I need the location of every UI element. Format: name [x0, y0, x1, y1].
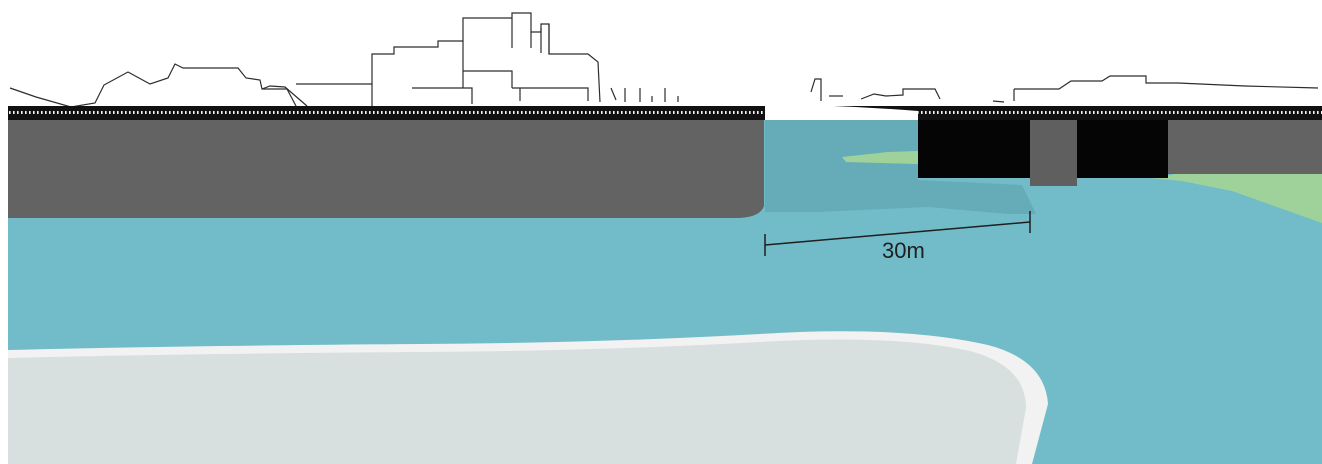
- bridge-deck: [8, 104, 1322, 120]
- island-fill: [8, 339, 1026, 464]
- riverbank-wall-left: [8, 120, 764, 218]
- grass-left-bank: [842, 151, 918, 164]
- bridge-gap-highlight: [765, 104, 918, 120]
- skyline-outline: [9, 12, 1319, 108]
- bridge-pier-2: [1077, 120, 1168, 178]
- riverbank-wall-right: [1168, 120, 1322, 174]
- water-shadow: [765, 120, 1036, 214]
- bridge-pier-1: [918, 120, 1030, 178]
- scale-bar: [764, 211, 1031, 256]
- scale-bar-line: [764, 221, 1031, 246]
- scale-bar-label: 30m: [882, 238, 925, 263]
- bridge-pier-1-shadow: [1030, 120, 1077, 186]
- bridge-balustrade: [8, 111, 1322, 116]
